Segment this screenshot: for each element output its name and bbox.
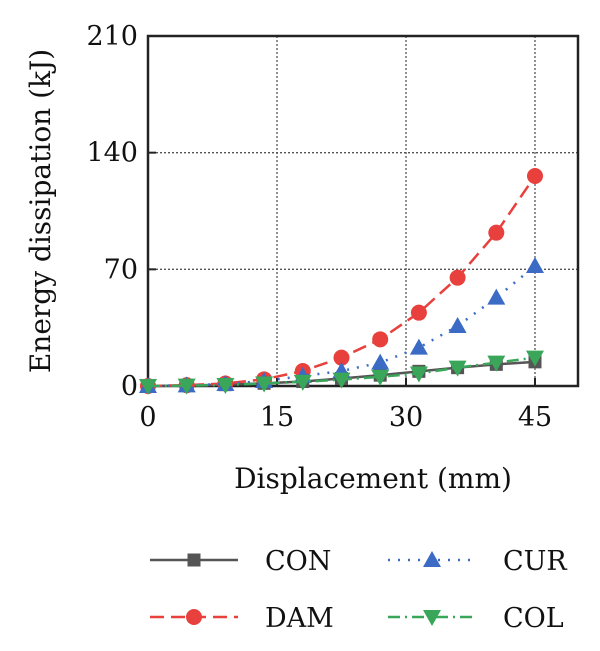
x-tick-label: 15 xyxy=(260,402,294,433)
data-point-col xyxy=(255,376,274,393)
data-point-dam xyxy=(527,168,543,184)
data-point-col xyxy=(371,369,390,386)
data-point-col xyxy=(293,374,312,391)
data-point-col xyxy=(177,378,196,395)
legend-marker-col xyxy=(423,610,441,626)
data-point-cur xyxy=(371,353,390,370)
y-tick-label: 70 xyxy=(104,254,138,285)
data-point-col xyxy=(409,366,428,383)
series-group xyxy=(139,168,544,395)
data-point-col xyxy=(139,379,157,395)
data-point-col xyxy=(332,372,351,389)
axes: 0 15 30 45 0 70 140 210 xyxy=(86,21,552,433)
series-col xyxy=(139,350,544,395)
data-point-dam xyxy=(410,304,427,321)
data-point-dam xyxy=(333,349,350,366)
legend-item-col: COL xyxy=(388,603,564,634)
x-axis-label: Displacement (mm) xyxy=(234,462,512,495)
legend-marker-dam xyxy=(186,609,202,625)
x-tick-label: 45 xyxy=(518,402,552,433)
data-point-cur xyxy=(409,338,428,355)
y-axis-label: Energy dissipation (kJ) xyxy=(24,49,57,373)
y-tick-label: 0 xyxy=(121,371,138,402)
data-point-cur xyxy=(448,317,467,333)
plot-frame xyxy=(146,34,580,388)
x-tick-label: 30 xyxy=(389,402,423,433)
data-point-dam xyxy=(488,224,505,241)
legend: CON DAM CUR COL xyxy=(150,546,567,634)
legend-item-cur: CUR xyxy=(388,546,567,577)
legend-item-con: CON xyxy=(150,546,331,577)
data-point-col xyxy=(487,355,506,372)
grid xyxy=(148,36,578,386)
data-point-dam xyxy=(372,331,389,348)
legend-item-dam: DAM xyxy=(150,603,334,634)
legend-label-dam: DAM xyxy=(265,603,334,634)
series-cur xyxy=(139,257,544,393)
y-tick-label: 210 xyxy=(86,21,138,52)
legend-marker-con xyxy=(187,553,201,567)
data-point-col xyxy=(448,360,467,377)
data-point-dam xyxy=(449,269,466,286)
y-tick-label: 140 xyxy=(86,138,138,169)
data-point-cur xyxy=(526,257,544,273)
data-point-col xyxy=(216,378,235,394)
x-tick-label: 0 xyxy=(139,402,156,433)
legend-label-con: CON xyxy=(265,546,331,577)
series-dam xyxy=(140,168,543,394)
data-point-col xyxy=(526,350,544,367)
legend-label-cur: CUR xyxy=(503,546,567,577)
data-point-cur xyxy=(487,288,506,305)
legend-label-col: COL xyxy=(503,603,564,634)
legend-marker-cur xyxy=(423,551,441,567)
